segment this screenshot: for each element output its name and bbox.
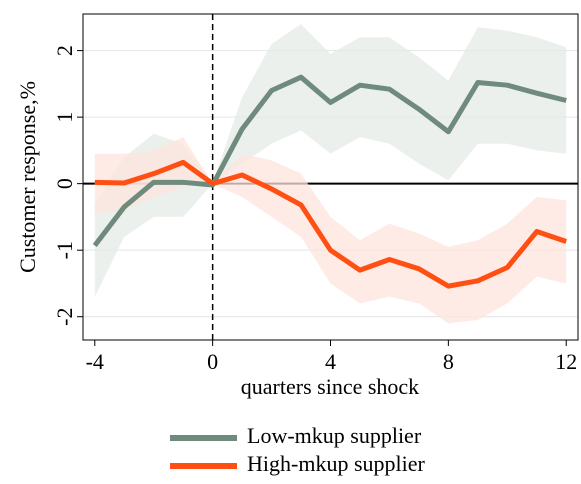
x-tick-label: -4 xyxy=(86,349,104,374)
y-tick-label: 0 xyxy=(52,178,77,189)
legend-label: Low-mkup supplier xyxy=(247,423,422,448)
series-line xyxy=(92,74,567,248)
y-tick-label: -1 xyxy=(52,241,77,259)
plot-border xyxy=(82,13,579,341)
y-tick-label: -2 xyxy=(52,308,77,326)
series-line xyxy=(94,159,568,289)
x-tick-label: 12 xyxy=(555,349,577,374)
x-tick-label: 4 xyxy=(325,349,336,374)
y-tick-label: 2 xyxy=(52,45,77,56)
confidence-band xyxy=(94,23,567,297)
x-tick-label: 8 xyxy=(443,349,454,374)
legend-label: High-mkup supplier xyxy=(247,451,425,476)
y-tick-label: 1 xyxy=(52,112,77,123)
x-axis-title: quarters since shock xyxy=(241,374,419,399)
x-tick-label: 0 xyxy=(207,349,218,374)
y-axis-title: Customer response,% xyxy=(15,81,40,273)
